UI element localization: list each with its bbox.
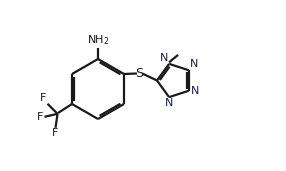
Text: F: F: [37, 112, 43, 122]
Text: NH$_2$: NH$_2$: [87, 33, 109, 47]
Text: F: F: [52, 128, 59, 138]
Text: N: N: [164, 98, 173, 108]
Text: N: N: [190, 59, 198, 69]
Text: F: F: [40, 93, 47, 103]
Text: N: N: [190, 86, 199, 96]
Text: N: N: [160, 53, 168, 63]
Text: S: S: [136, 67, 144, 80]
